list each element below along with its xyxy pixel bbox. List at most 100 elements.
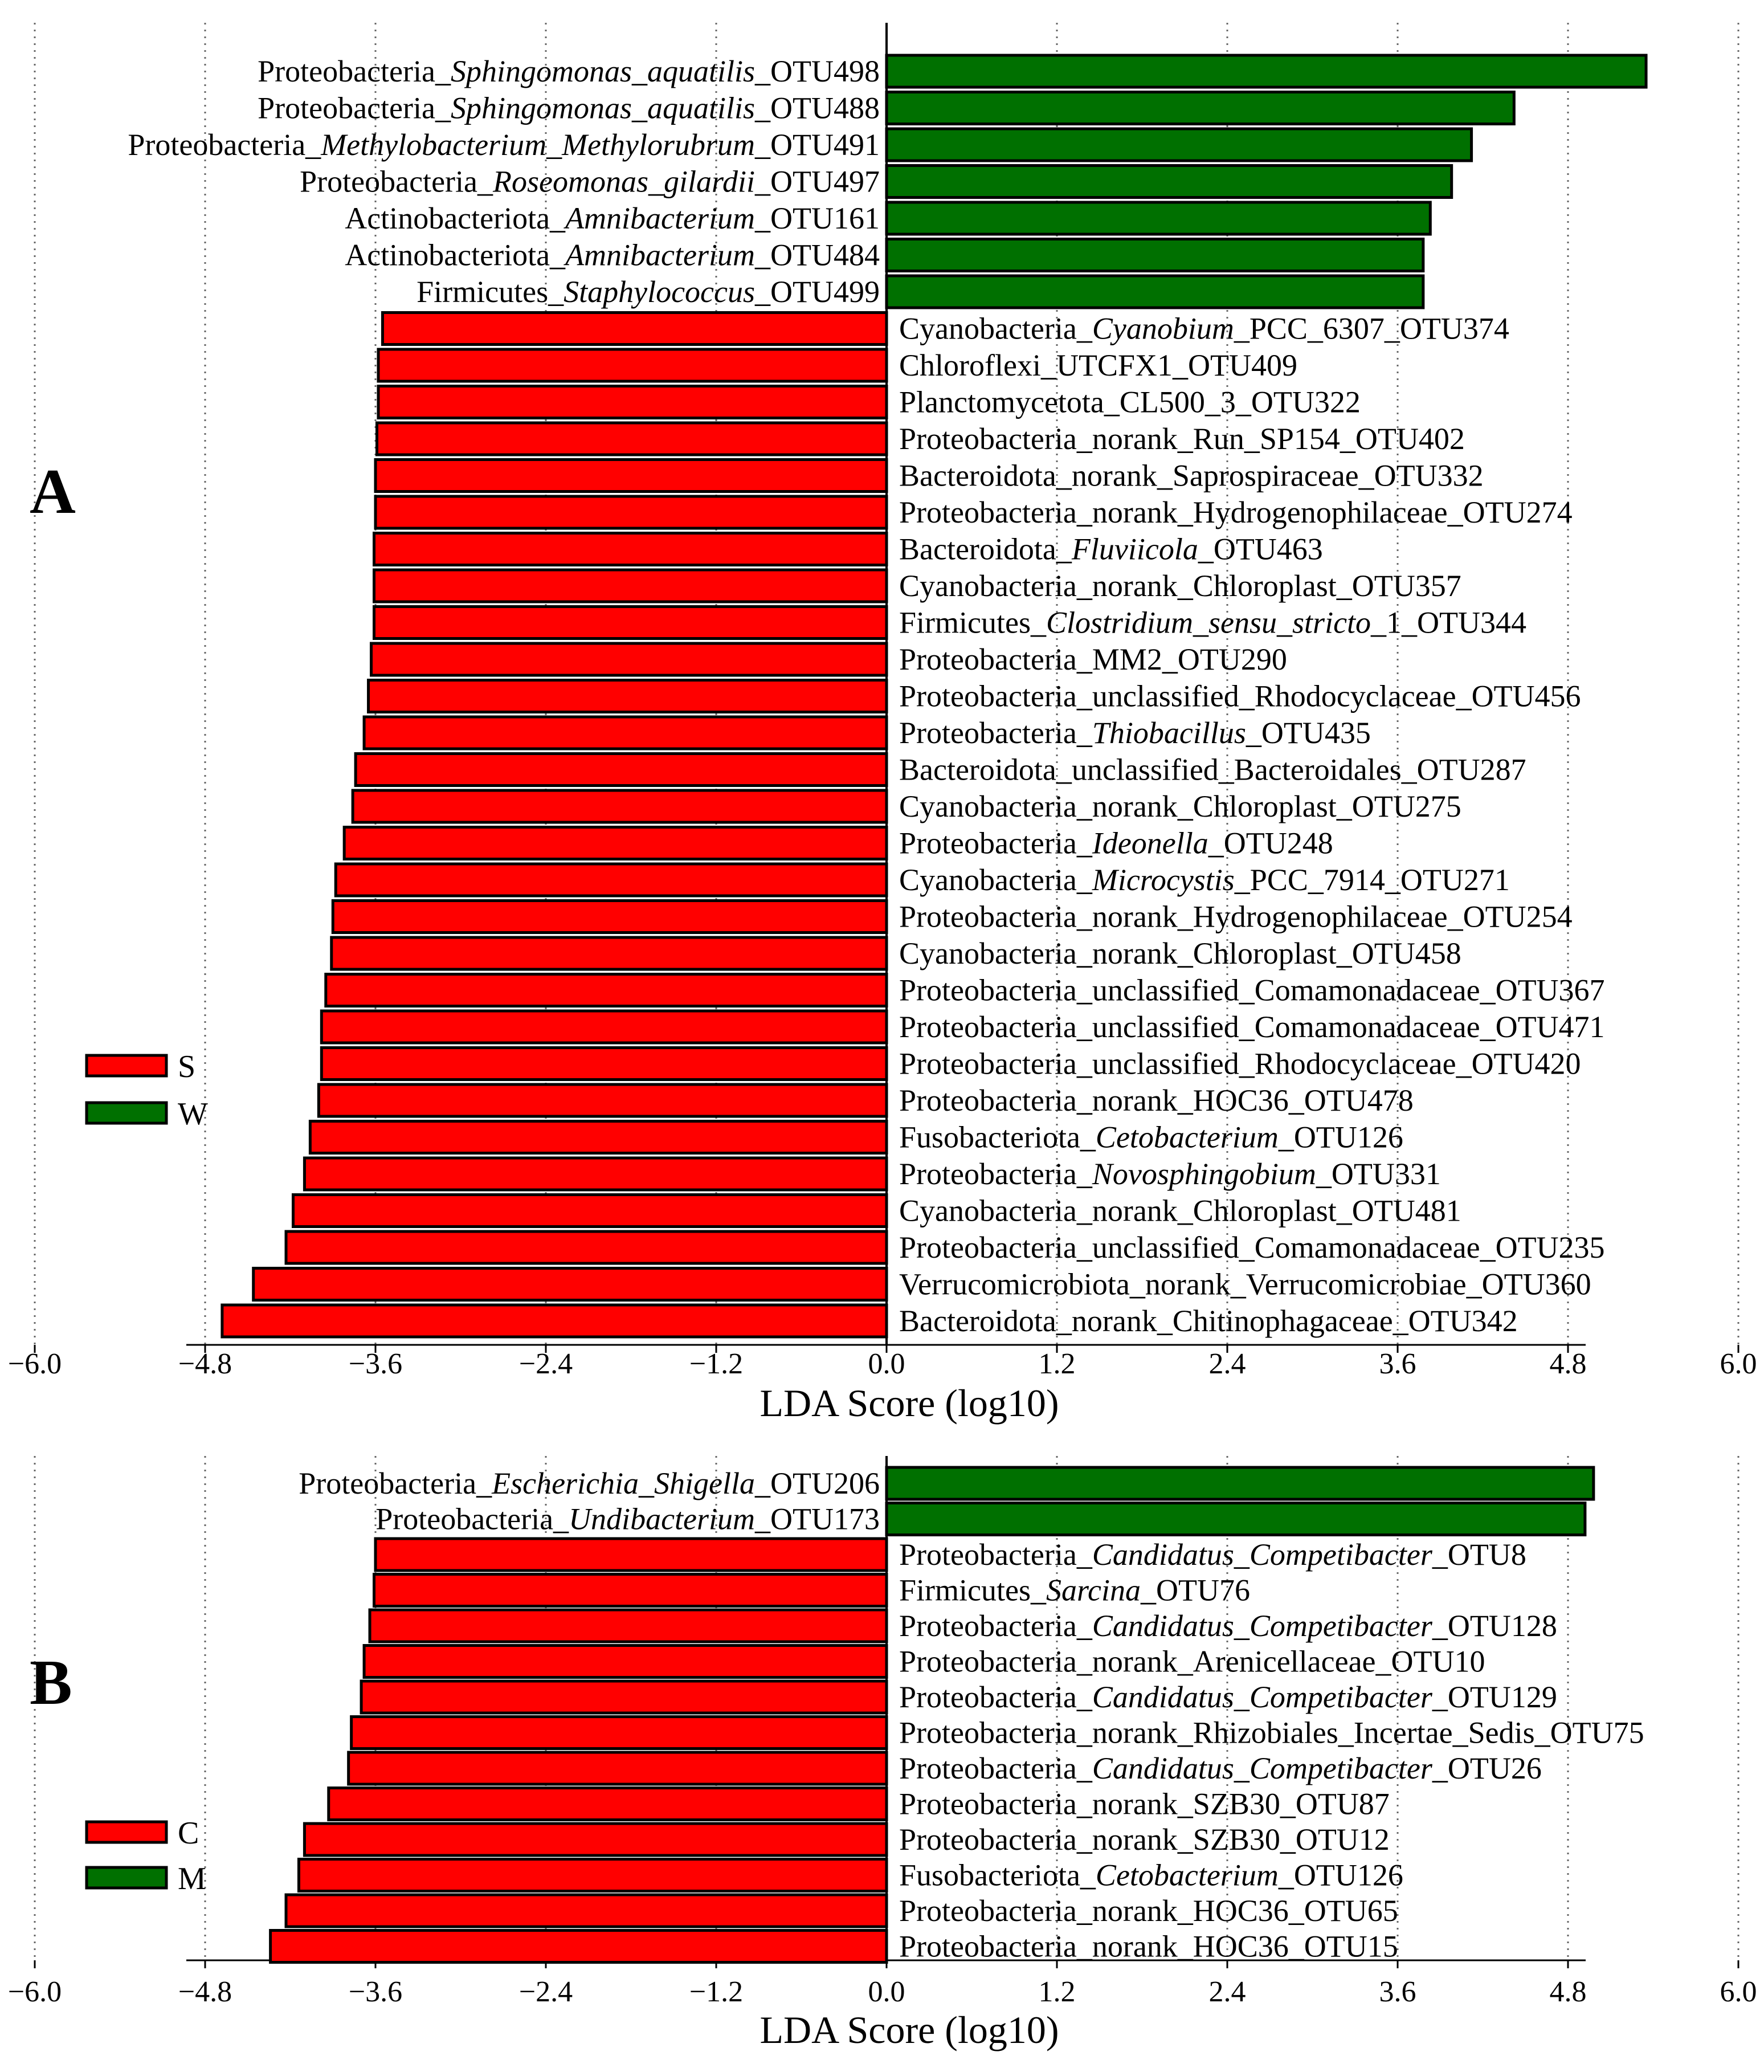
- bar-label: Proteobacteria_Thiobacillus_OTU435: [899, 716, 1371, 750]
- legend-label: M: [178, 1861, 206, 1896]
- bar: [885, 1466, 1595, 1501]
- bar-label: Bacteroidota_norank_Chitinophagaceae_OTU…: [899, 1304, 1518, 1338]
- bar-label: Actinobacteriota_Amnibacterium_OTU161: [345, 201, 880, 235]
- bar-label: Proteobacteria_unclassified_Comamonadace…: [899, 1010, 1605, 1044]
- bar-label: Bacteroidota_norank_Saprospiraceae_OTU33…: [899, 459, 1484, 493]
- bar: [885, 274, 1425, 309]
- bar: [324, 973, 888, 1008]
- bar: [354, 752, 888, 787]
- bar: [374, 495, 888, 530]
- bar: [308, 1120, 888, 1155]
- bar-label: Proteobacteria_norank_HOC36_OTU15: [899, 1930, 1398, 1964]
- bar-label: Bacteroidota_unclassified_Bacteroidales_…: [899, 753, 1526, 787]
- bar-label: Proteobacteria_norank_Hydrogenophilaceae…: [899, 900, 1573, 934]
- bar-label: Proteobacteria_Novosphingobium_OTU331: [899, 1157, 1441, 1191]
- legend-swatch: [85, 1820, 168, 1844]
- x-axis-label: LDA Score (log10): [760, 1381, 1059, 1425]
- x-tick-label: −2.4: [519, 1976, 573, 2008]
- bar-label: Proteobacteria_Undibacterium_OTU173: [375, 1502, 880, 1536]
- bar-label: Proteobacteria_Candidatus_Competibacter_…: [899, 1537, 1526, 1572]
- bar: [373, 605, 888, 640]
- bar-label: Proteobacteria_norank_Run_SP154_OTU402: [899, 422, 1465, 456]
- bar: [375, 421, 888, 456]
- bar-label: Proteobacteria_MM2_OTU290: [899, 642, 1287, 676]
- panel-label: A: [30, 456, 76, 527]
- bar: [347, 1751, 888, 1786]
- x-tick-label: −6.0: [8, 1976, 62, 2008]
- bar-label: Cyanobacteria_norank_Chloroplast_OTU458: [899, 936, 1461, 970]
- bar-label: Actinobacteriota_Amnibacterium_OTU484: [345, 238, 880, 272]
- bar-label: Proteobacteria_Ideonella_OTU248: [899, 826, 1333, 860]
- bar: [885, 54, 1648, 89]
- x-axis-label: LDA Score (log10): [760, 2008, 1059, 2051]
- x-tick-label: 4.8: [1550, 1976, 1587, 2008]
- x-tick-label: −4.8: [178, 1976, 232, 2008]
- bar-label: Proteobacteria_Roseomonas_gilardii_OTU49…: [300, 165, 880, 199]
- bar: [360, 1679, 888, 1715]
- bar: [269, 1929, 888, 1964]
- x-tick-label: 0.0: [868, 1976, 905, 2008]
- bar: [368, 1608, 888, 1643]
- panel-label: B: [30, 1647, 72, 1718]
- bar-label: Proteobacteria_unclassified_Comamonadace…: [899, 1230, 1605, 1265]
- x-tick-label: −2.4: [519, 1348, 573, 1380]
- x-tick-label: −3.6: [349, 1348, 402, 1380]
- bar-label: Firmicutes_Staphylococcus_OTU499: [416, 275, 880, 309]
- bar-label: Proteobacteria_Candidatus_Competibacter_…: [899, 1609, 1557, 1643]
- bar: [373, 568, 888, 603]
- bar-label: Firmicutes_Clostridium_sensu_stricto_1_O…: [899, 606, 1526, 640]
- bar-label: Proteobacteria_Methylobacterium_Methylor…: [128, 128, 880, 162]
- bar-label: Proteobacteria_norank_SZB30_OTU87: [899, 1787, 1390, 1821]
- panel-b: −6.0 −4.8 −3.6 −2.4 −1.2 0.0 1.2 2.4 3.6 4.8 6.0 Pr…: [8, 1456, 1757, 2051]
- bar: [885, 127, 1473, 162]
- bar: [342, 826, 888, 860]
- bar: [377, 385, 888, 419]
- bar: [370, 642, 888, 677]
- bar: [303, 1156, 888, 1192]
- x-tick-label: 3.6: [1379, 1976, 1416, 2008]
- x-tick-label: −4.8: [178, 1348, 232, 1380]
- bar-label: Proteobacteria_norank_Hydrogenophilaceae…: [899, 495, 1573, 529]
- bar-label: Cyanobacteria_norank_Chloroplast_OTU481: [899, 1194, 1461, 1228]
- legend: SW: [85, 1049, 208, 1132]
- bar: [374, 458, 888, 493]
- bar-label: Planctomycetota_CL500_3_OTU322: [899, 385, 1361, 419]
- legend-swatch: [85, 1866, 168, 1890]
- panel-a: −6.0 −4.8 −3.6 −2.4 −1.2 0.0 1.2 2.4 3.6 4.8 6.0 Pr…: [8, 23, 1757, 1425]
- bar: [327, 1787, 888, 1821]
- x-tick-label: 4.8: [1550, 1348, 1587, 1380]
- bar-label: Chloroflexi_UTCFX1_OTU409: [899, 348, 1297, 382]
- bar: [220, 1303, 888, 1339]
- bar-label: Proteobacteria_norank_SZB30_OTU12: [899, 1822, 1390, 1857]
- bar: [284, 1230, 888, 1265]
- bar-label: Fusobacteriota_Cetobacterium_OTU126: [899, 1858, 1403, 1892]
- bar-label: Cyanobacteria_Cyanobium_PCC_6307_OTU374: [899, 312, 1509, 346]
- bar: [330, 936, 888, 971]
- bar-label: Proteobacteria_Candidatus_Competibacter_…: [899, 1751, 1542, 1785]
- x-tick-label: 1.2: [1039, 1348, 1076, 1380]
- bar-label: Proteobacteria_norank_HOC36_OTU478: [899, 1083, 1414, 1117]
- bar: [297, 1858, 888, 1892]
- x-tick-label: 6.0: [1720, 1348, 1757, 1380]
- bar: [377, 348, 888, 383]
- bar: [367, 679, 888, 713]
- bar: [317, 1083, 888, 1118]
- bar: [885, 238, 1425, 272]
- x-tick-label: −6.0: [8, 1348, 62, 1380]
- bar: [885, 91, 1516, 125]
- bar: [885, 201, 1432, 236]
- bar-label: Proteobacteria_Sphingomonas_aquatilis_OT…: [258, 54, 880, 88]
- bar: [381, 311, 888, 346]
- bar: [351, 789, 888, 824]
- bar: [374, 1537, 888, 1572]
- bar: [885, 1502, 1587, 1536]
- x-tick-label: −1.2: [689, 1348, 743, 1380]
- x-tick-label: 1.2: [1039, 1976, 1076, 2008]
- x-tick-label: −3.6: [349, 1976, 402, 2008]
- x-tick-label: 0.0: [868, 1348, 905, 1380]
- bar: [362, 1644, 888, 1679]
- bar-label: Proteobacteria_Sphingomonas_aquatilis_OT…: [258, 91, 880, 125]
- legend-label: W: [178, 1096, 208, 1132]
- x-tick-label: 6.0: [1720, 1976, 1757, 2008]
